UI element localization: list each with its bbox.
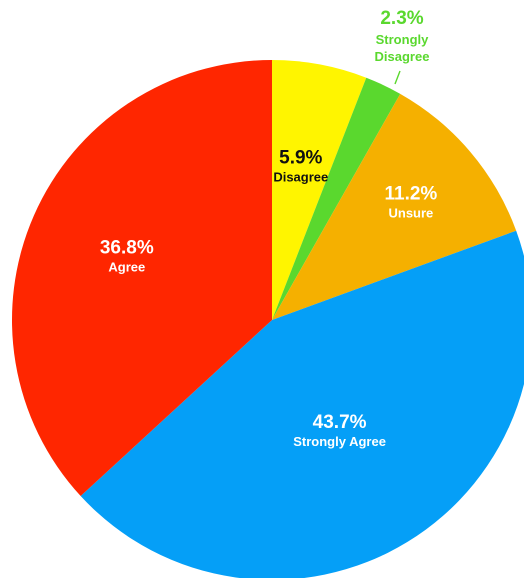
pie-slices — [11, 60, 524, 578]
slice-value-label: 5.9% — [279, 148, 322, 169]
slice-label-unsure: 11.2%Unsure — [384, 183, 437, 220]
slice-label-agree: 36.8%Agree — [100, 237, 154, 274]
slice-name-label: Strongly — [376, 32, 429, 47]
slice-name-label: Agree — [108, 259, 145, 274]
slice-name-label: Unsure — [389, 205, 434, 220]
slice-value-label: 11.2% — [384, 183, 437, 204]
slice-value-label: 2.3% — [380, 8, 423, 29]
slice-label-disagree: 5.9%Disagree — [273, 148, 328, 185]
slice-value-label: 36.8% — [100, 237, 154, 258]
pie-slice-disagree — [272, 60, 367, 320]
slice-label-strongly-disagree: 2.3% Strongly Disagree — [375, 8, 430, 85]
slice-name-label: Disagree — [375, 49, 430, 64]
slice-name-label: Strongly Agree — [293, 434, 386, 449]
pie-slice-strongly-disagree — [272, 77, 401, 320]
leader-line — [394, 70, 401, 85]
slice-label-strongly-agree: 43.7%Strongly Agree — [293, 412, 386, 449]
slice-value-label: 43.7% — [313, 412, 367, 433]
pie-slice-unsure — [272, 93, 517, 320]
slice-name-label: Disagree — [273, 170, 328, 185]
pie-labels: 5.9%Disagree2.3%StronglyDisagree11.2%Uns… — [100, 8, 438, 449]
pie-slice-strongly-agree — [80, 230, 524, 578]
pie-slice-agree — [11, 60, 273, 497]
